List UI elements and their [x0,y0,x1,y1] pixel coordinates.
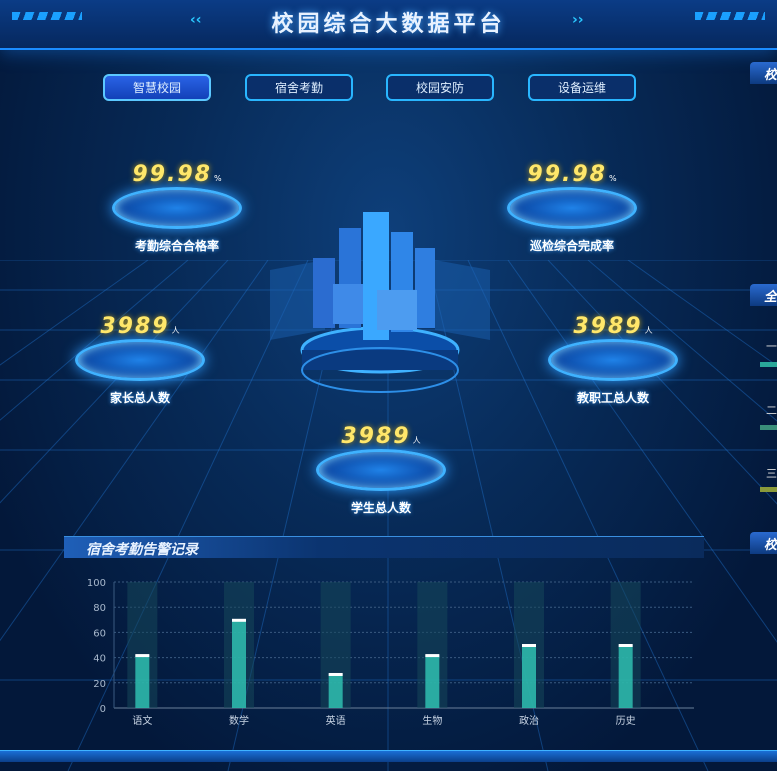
stat-attendance-rate: 99.98% 考勤综合合格率 [107,162,247,254]
stat-value: 3989 [341,424,411,449]
stat-unit: 人 [412,436,421,445]
tab-campus-security[interactable]: 校园安防 [386,74,494,101]
x-tick-label: 政治 [519,714,539,727]
stat-label: 家长总人数 [109,391,170,405]
stat-label: 巡检综合完成率 [529,239,614,253]
right-panel-header: 校 [750,532,777,554]
stat-unit: % [213,174,222,183]
page-title: 校园综合大数据平台 [271,12,506,37]
x-tick-label: 生物 [422,714,442,727]
stat-staff: 3989 人 教职工总人数 [543,314,683,406]
bar-cap [135,654,150,658]
disc-icon [112,187,242,229]
x-tick-label: 历史 [616,715,636,727]
stat-unit: % [608,174,617,183]
bar-cap [425,654,440,658]
panel-title: 宿舍考勤告警记录 [86,542,198,558]
bar [135,655,150,708]
stat-value: 3989 [573,314,643,339]
rank-label: 三 [766,467,777,480]
panel-header: 宿舍考勤告警记录 [64,536,704,558]
x-tick-label: 英语 [326,714,346,727]
stat-value: 99.98 [527,162,607,187]
header: ‹‹ 校园综合大数据平台 ›› [0,0,777,50]
stat-patrol-rate: 99.98% 巡检综合完成率 [502,162,642,254]
y-tick-label: 80 [93,603,106,614]
bar [618,645,633,708]
disc-icon [75,339,205,381]
bar-cap [328,672,343,676]
bottom-bar [0,750,777,762]
disc-icon [548,339,678,381]
bar-chart: 0 20 40 60 80 100 语文 数学 英语 生物 政治 历史 [87,578,694,727]
bar-cap [522,644,536,647]
stat-label: 教职工总人数 [576,391,649,405]
rank-bar [760,425,777,430]
decor-stripes [12,12,82,20]
x-tick-label: 语文 [132,714,152,727]
stat-parents: 3989 人 家长总人数 [70,314,210,406]
disc-icon [507,187,637,229]
chevron-left-icon: ‹‹ [190,12,202,28]
right-panel-header: 校 [750,62,777,84]
stat-label: 学生总人数 [350,501,411,515]
y-tick-label: 40 [93,654,106,665]
rank-label: 二 [766,404,777,417]
rank-bar [760,487,777,492]
y-tick-label: 20 [93,679,106,690]
y-tick-label: 0 [100,704,106,715]
stat-value: 3989 [100,314,170,339]
chevron-right-icon: ›› [572,12,584,28]
tab-smart-campus[interactable]: 智慧校园 [103,74,211,101]
city-3d-illustration [270,212,490,393]
stat-value: 99.98 [132,162,212,187]
bar-cap [232,618,246,622]
stat-unit: 人 [171,326,180,335]
bar [232,619,246,708]
x-tick-label: 数学 [229,714,249,727]
disc-icon [316,449,446,491]
stat-students: 3989 人 学生总人数 [311,424,451,516]
tab-device-maintenance[interactable]: 设备运维 [528,74,636,101]
tab-dorm-attendance[interactable]: 宿舍考勤 [245,74,353,101]
rank-label: 一 [766,340,777,353]
stat-label: 考勤综合合格率 [134,239,219,253]
y-tick-label: 100 [87,578,106,589]
decor-stripes [695,12,765,20]
stat-unit: 人 [644,326,653,335]
bar-cap [618,644,633,647]
bar [328,673,343,708]
rank-bar [760,362,777,367]
bar [425,655,440,708]
y-tick-label: 60 [93,628,106,639]
right-panel-header: 全 [750,284,777,306]
bar [522,645,536,708]
